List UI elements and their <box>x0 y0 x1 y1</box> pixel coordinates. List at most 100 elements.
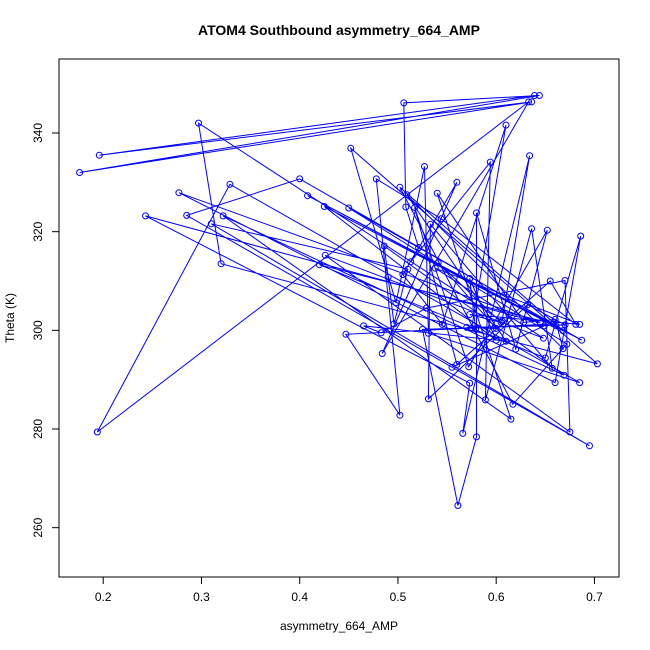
data-point <box>551 316 559 323</box>
data-point <box>551 379 559 387</box>
data-point <box>378 350 386 357</box>
data-point <box>539 334 547 342</box>
data-point <box>502 337 510 345</box>
data-point <box>502 121 510 129</box>
data-point <box>360 322 368 330</box>
data-point <box>347 144 355 152</box>
plot-frame <box>58 58 620 578</box>
data-point <box>528 98 536 106</box>
y-tick-label: 260 <box>31 517 45 537</box>
data-point <box>561 277 569 284</box>
data-point <box>217 260 225 268</box>
data-point <box>76 169 84 176</box>
y-tick-label: 280 <box>31 419 45 439</box>
data-point <box>535 92 543 99</box>
data-point <box>400 99 408 107</box>
x-tick-label: 0.6 <box>488 590 505 604</box>
data-point <box>512 345 520 353</box>
y-tick-label: 340 <box>31 123 45 143</box>
y-axis: 260 280 300 320 340 <box>31 123 59 538</box>
data-point <box>403 191 411 199</box>
x-tick-label: 0.3 <box>193 590 210 604</box>
data-point <box>492 336 500 344</box>
data-point <box>546 277 554 285</box>
data-point <box>392 299 400 307</box>
data-point <box>296 175 304 183</box>
data-point <box>415 244 423 251</box>
data-point <box>424 395 432 403</box>
data-point <box>372 175 380 183</box>
x-tick-label: 0.5 <box>390 590 407 604</box>
data-point <box>465 363 473 371</box>
data-point <box>437 215 445 223</box>
data-point <box>548 364 556 372</box>
data-point <box>175 189 183 197</box>
data-point <box>434 259 442 267</box>
data-point <box>473 433 480 441</box>
data-point <box>207 220 215 228</box>
y-tick-label: 320 <box>31 221 45 241</box>
plot-area <box>76 92 601 509</box>
x-tick-label: 0.2 <box>95 590 112 604</box>
data-point <box>426 220 434 228</box>
data-point <box>459 429 467 437</box>
x-tick-label: 0.7 <box>586 590 603 604</box>
data-point <box>593 360 601 368</box>
data-point <box>572 320 580 328</box>
x-axis-label: asymmetry_664_AMP <box>280 619 398 633</box>
data-point <box>419 325 426 333</box>
data-point <box>226 180 234 188</box>
data-point <box>540 322 548 330</box>
data-point <box>453 178 461 186</box>
data-point <box>466 379 474 387</box>
data-point <box>481 396 489 404</box>
data-point <box>498 317 506 325</box>
data-point <box>422 304 430 312</box>
data-point <box>384 273 392 281</box>
x-tick-label: 0.4 <box>291 590 308 604</box>
data-point <box>559 345 567 353</box>
data-point <box>525 98 533 106</box>
data-point <box>396 411 404 419</box>
data-point <box>528 225 536 233</box>
y-axis-label: Theta (K) <box>3 293 17 343</box>
data-point <box>473 209 480 217</box>
data-point <box>424 329 432 337</box>
data-point <box>380 242 388 250</box>
data-point <box>142 212 149 220</box>
data-point <box>577 232 585 240</box>
data-point <box>421 163 428 170</box>
data-point <box>576 379 584 387</box>
data-point <box>466 275 474 282</box>
data-point <box>507 415 515 423</box>
x-axis: 0.2 0.3 0.4 0.5 0.6 0.7 <box>95 577 603 604</box>
data-point <box>486 158 494 166</box>
data-point <box>377 329 385 337</box>
data-point <box>561 321 569 329</box>
data-point <box>399 271 407 279</box>
series-line <box>79 95 598 506</box>
data-point <box>390 320 398 328</box>
data-point <box>320 203 328 210</box>
data-point <box>219 212 227 220</box>
data-point <box>342 330 350 338</box>
data-point <box>520 318 528 326</box>
data-point <box>566 428 574 436</box>
data-point <box>543 226 551 234</box>
data-point <box>468 324 476 332</box>
data-point <box>438 320 446 328</box>
data-point <box>524 301 532 309</box>
data-point <box>559 327 567 335</box>
data-point <box>321 251 329 259</box>
data-point <box>195 119 202 127</box>
data-point <box>541 354 549 362</box>
data-point <box>433 189 441 197</box>
data-point <box>402 203 410 211</box>
data-point <box>466 311 474 318</box>
data-point <box>95 151 103 159</box>
data-point <box>552 322 560 330</box>
data-point <box>93 428 101 436</box>
data-point <box>509 400 517 408</box>
data-point <box>411 204 419 211</box>
data-point <box>526 152 534 160</box>
